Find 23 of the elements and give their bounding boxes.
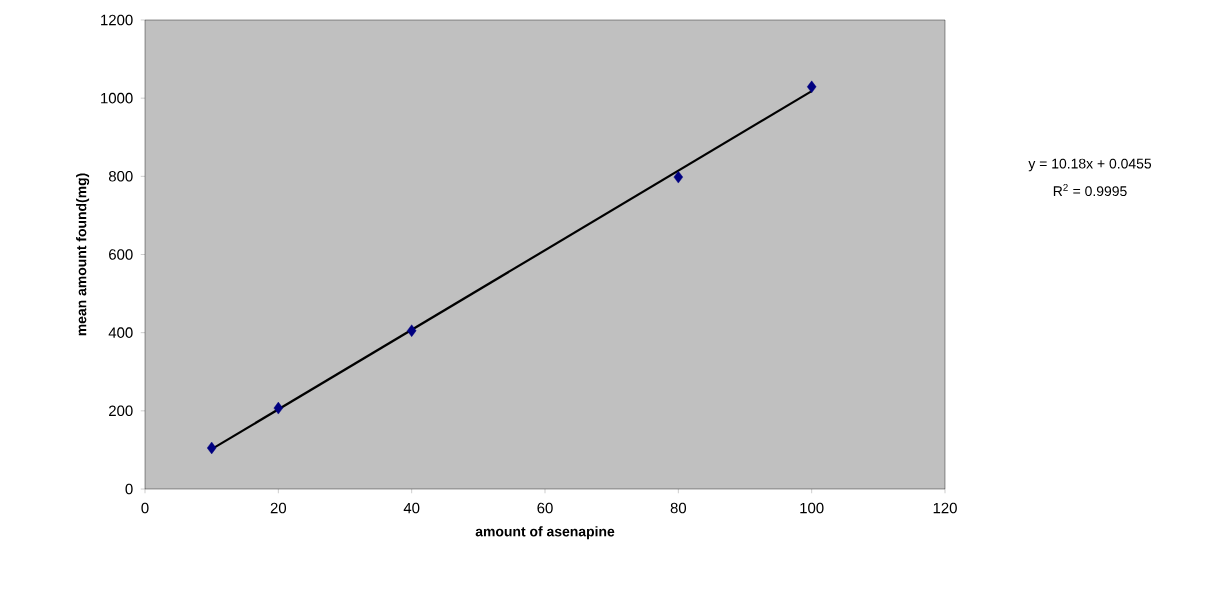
text: R$^{2}$ = 0.9995 — [1053, 183, 1127, 197]
y-tick-label: 200 — [109, 405, 133, 417]
x-axis-title: amount of asenapine — [475, 526, 615, 540]
y-tick-label: 800 — [108, 171, 133, 182]
y-tick-label: 600 — [109, 249, 133, 260]
point — [206, 441, 217, 455]
x-tick-label: 0 — [141, 502, 149, 514]
x-tick-label: 100 — [800, 502, 824, 514]
x-tick-label: 40 — [403, 502, 420, 514]
text: y = 10.18x + 0.0455 — [1028, 158, 1152, 172]
point — [406, 324, 417, 337]
x-tick-label: 20 — [270, 502, 287, 514]
point — [673, 170, 684, 184]
x-tick-label: 60 — [537, 502, 553, 514]
point — [273, 401, 284, 415]
y-tick-label: 0 — [125, 483, 133, 495]
y-tick-label: 1200 — [101, 14, 133, 26]
x-tick-label: 120 — [933, 502, 957, 514]
point — [806, 80, 817, 93]
x-tick-label: 80 — [670, 502, 687, 514]
y-tick-label: 400 — [108, 327, 133, 338]
y-axis-title: mean amount found(mg) — [76, 173, 90, 336]
y-tick-label: 1000 — [101, 92, 133, 104]
